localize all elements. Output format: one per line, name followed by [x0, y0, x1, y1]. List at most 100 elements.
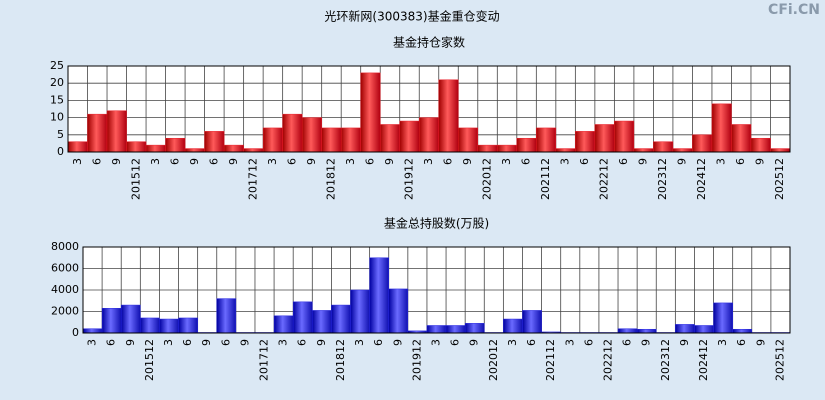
- x-tick-label: 9: [383, 158, 396, 165]
- bar: [477, 144, 498, 153]
- bar: [178, 317, 198, 334]
- x-tick-label: 202512: [773, 339, 786, 381]
- x-tick-label: 201812: [324, 158, 337, 200]
- y-tick-label: 6000: [51, 262, 79, 275]
- x-tick-label: 6: [442, 158, 455, 165]
- x-tick-label: 3: [500, 158, 513, 165]
- watermark: CFi.CN: [768, 2, 820, 18]
- x-tick-label: 6: [296, 339, 309, 346]
- y-tick-label: 8000: [51, 240, 79, 253]
- x-tick-label: 6: [105, 339, 118, 346]
- y-tick-label: 2000: [51, 305, 79, 318]
- bar: [216, 298, 237, 334]
- x-tick-label: 201912: [402, 158, 415, 200]
- x-tick-label: 6: [582, 339, 595, 346]
- page-title: 光环新网(300383)基金重仓变动: [324, 9, 499, 24]
- x-tick-label: 202112: [544, 339, 557, 381]
- x-tick-label: 202412: [697, 339, 710, 381]
- bar: [321, 127, 342, 153]
- x-tick-label: 3: [716, 339, 729, 346]
- bar: [301, 117, 322, 153]
- plot-border: [82, 246, 791, 334]
- bar: [126, 141, 147, 153]
- bar: [458, 127, 479, 153]
- y-tick-label: 15: [50, 93, 64, 106]
- x-tick-label: 9: [110, 158, 123, 165]
- chart-title: 基金总持股数(万股): [384, 216, 489, 231]
- plot-border: [67, 65, 791, 153]
- x-tick-label: 3: [715, 158, 728, 165]
- x-tick-label: 6: [449, 339, 462, 346]
- x-tick-label: 3: [506, 339, 519, 346]
- bar: [516, 137, 537, 153]
- bar: [369, 257, 389, 334]
- bar: [731, 124, 752, 153]
- bar: [292, 301, 313, 334]
- y-tick-label: 0: [57, 145, 64, 158]
- bar: [204, 131, 225, 153]
- x-tick-label: 6: [525, 339, 538, 346]
- y-tick-label: 25: [50, 59, 64, 72]
- bar: [711, 103, 732, 153]
- bar: [159, 318, 179, 334]
- x-tick-label: 6: [207, 158, 220, 165]
- y-tick-label: 4000: [51, 283, 79, 296]
- x-tick-label: 9: [391, 339, 404, 346]
- bar: [243, 148, 264, 153]
- chart-title: 基金持仓家数: [393, 35, 465, 50]
- bar: [273, 315, 294, 334]
- x-tick-label: 6: [219, 339, 232, 346]
- bar: [67, 141, 88, 153]
- bar: [594, 124, 615, 153]
- x-tick-label: 6: [520, 158, 533, 165]
- bar: [750, 137, 771, 153]
- x-tick-label: 9: [461, 158, 474, 165]
- x-tick-label: 3: [559, 158, 572, 165]
- x-tick-label: 9: [238, 339, 251, 346]
- x-tick-label: 9: [754, 158, 767, 165]
- x-tick-label: 6: [285, 158, 298, 165]
- bar: [464, 323, 485, 334]
- y-tick-label: 5: [57, 128, 64, 141]
- x-tick-label: 6: [363, 158, 376, 165]
- x-tick-label: 3: [86, 339, 99, 346]
- bar: [426, 325, 447, 334]
- x-tick-label: 6: [168, 158, 181, 165]
- bar: [536, 127, 557, 153]
- x-tick-label: 201712: [258, 339, 271, 381]
- bar: [360, 72, 381, 153]
- x-tick-label: 3: [563, 339, 576, 346]
- x-tick-label: 201512: [129, 158, 142, 200]
- x-tick-label: 202512: [773, 158, 786, 200]
- x-tick-label: 202012: [481, 158, 494, 200]
- bar: [87, 113, 108, 153]
- bar: [575, 131, 596, 153]
- bar: [672, 148, 693, 153]
- x-tick-label: 9: [315, 339, 328, 346]
- bar: [692, 134, 713, 153]
- x-tick-label: 6: [617, 158, 630, 165]
- x-tick-label: 9: [754, 339, 767, 346]
- bar: [165, 137, 186, 153]
- x-tick-label: 202412: [695, 158, 708, 200]
- y-tick-label: 0: [72, 326, 79, 339]
- x-tick-label: 9: [640, 339, 653, 346]
- bar: [770, 148, 791, 153]
- bar: [145, 144, 166, 153]
- x-tick-label: 3: [430, 339, 443, 346]
- x-tick-label: 202012: [487, 339, 500, 381]
- bar: [617, 328, 638, 334]
- bar: [445, 325, 466, 334]
- x-tick-label: 9: [124, 339, 137, 346]
- x-tick-label: 3: [277, 339, 290, 346]
- x-tick-label: 6: [735, 339, 748, 346]
- x-tick-label: 201912: [410, 339, 423, 381]
- bar: [653, 141, 674, 153]
- bar: [636, 328, 657, 334]
- x-tick-label: 202112: [539, 158, 552, 200]
- x-tick-label: 202212: [601, 339, 614, 381]
- bar: [399, 120, 420, 153]
- x-tick-label: 6: [578, 158, 591, 165]
- x-tick-label: 9: [637, 158, 650, 165]
- bar: [503, 318, 523, 334]
